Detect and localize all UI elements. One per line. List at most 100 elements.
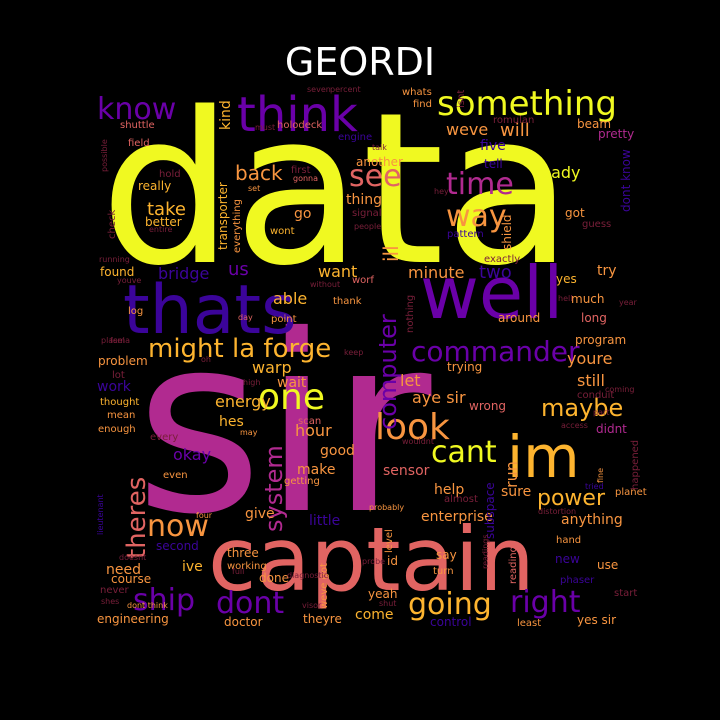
cloud-word: probe	[362, 557, 385, 566]
cloud-word: oh	[201, 355, 211, 364]
cloud-word: data	[100, 67, 573, 312]
cloud-word: got	[565, 206, 585, 220]
cloud-word: little	[309, 513, 340, 529]
cloud-word: time	[446, 167, 514, 202]
cloud-word: wont	[270, 226, 295, 237]
cloud-word: yes	[556, 272, 577, 286]
cloud-word: theyre	[303, 612, 342, 626]
cloud-word: thought	[100, 397, 139, 408]
cloud-word: exactly	[484, 254, 520, 265]
cloud-word: scan	[298, 416, 321, 427]
cloud-word: youve	[117, 276, 141, 285]
cloud-word: hour	[295, 421, 332, 440]
cloud-word: might la forge	[148, 334, 331, 364]
cloud-word: turn	[433, 566, 454, 577]
cloud-word: use	[597, 558, 618, 572]
cloud-word: energy	[215, 392, 271, 411]
cloud-word: enough	[98, 424, 136, 435]
cloud-word: better	[145, 215, 182, 229]
cloud-word: run	[502, 461, 521, 488]
cloud-word: us	[228, 259, 249, 280]
cloud-word: almost	[444, 494, 478, 505]
cloud-word: two	[479, 262, 512, 283]
cloud-word: tried	[585, 482, 604, 491]
cloud-word: new	[555, 552, 580, 566]
cloud-word: keep	[344, 348, 363, 357]
cloud-word: dont know	[619, 149, 633, 212]
cloud-word: visor	[302, 601, 322, 610]
cloud-word: system	[260, 445, 288, 532]
cloud-word: go	[294, 206, 311, 222]
cloud-word: ship	[133, 583, 195, 618]
cloud-word: conduit	[577, 390, 614, 401]
cloud-word: possible	[100, 139, 109, 172]
cloud-word: pattern	[447, 229, 484, 240]
cloud-word: ill	[379, 245, 403, 262]
cloud-word: ive	[182, 559, 203, 575]
cloud-word: check	[107, 210, 118, 239]
cloud-word: planet	[615, 487, 647, 498]
cloud-word: course	[111, 572, 151, 586]
cloud-word: readings	[481, 534, 490, 569]
cloud-word: part	[593, 408, 609, 417]
cloud-word: every	[150, 432, 178, 443]
cloud-word: commander	[411, 335, 580, 368]
cloud-word: okay	[173, 445, 211, 464]
cloud-word: another	[356, 155, 403, 169]
cloud-word: wrong	[469, 399, 506, 413]
cloud-word: minute	[408, 263, 464, 282]
cloud-word: wouldnt	[402, 437, 434, 446]
cloud-word: log	[128, 306, 143, 317]
cloud-word: thats	[123, 271, 297, 350]
cloud-word: worf	[352, 275, 374, 286]
cloud-word: signal	[352, 208, 382, 219]
cloud-word: think	[237, 87, 358, 143]
cloud-word: much	[571, 292, 605, 306]
cloud-word: happened	[630, 440, 641, 490]
cloud-word: whats	[402, 87, 432, 98]
cloud-word: see	[349, 159, 402, 194]
cloud-word: bridge	[158, 264, 209, 283]
cloud-word: shuttle	[120, 120, 155, 131]
cloud-word: weve got	[319, 563, 330, 609]
cloud-word: diagnostic	[287, 571, 328, 580]
cloud-word: mean	[107, 410, 135, 421]
cloud-word: anything	[561, 512, 623, 528]
cloud-word: hold	[159, 169, 181, 180]
cloud-word: now	[147, 509, 209, 544]
cloud-word: seven	[307, 85, 331, 94]
cloud-word: high	[243, 378, 260, 387]
cloud-word: give	[245, 506, 275, 522]
cloud-word: weve	[446, 120, 488, 139]
cloud-word: must	[255, 123, 275, 132]
cloud-word: still	[577, 371, 605, 390]
cloud-word: may	[240, 428, 258, 437]
cloud-word: nothing	[405, 295, 416, 333]
cloud-word: warp	[252, 358, 292, 377]
cloud-word: talk	[372, 143, 387, 152]
cloud-word: want	[318, 262, 357, 281]
cloud-word: able	[273, 289, 307, 308]
cloud-word: plasma	[101, 336, 130, 345]
cloud-word: access	[561, 421, 588, 430]
cloud-word: transporter	[216, 182, 230, 250]
cloud-word: feel	[110, 336, 125, 345]
cloud-word: point	[271, 314, 297, 325]
cloud-word: way	[446, 199, 507, 234]
cloud-word: holodeck	[277, 120, 322, 131]
cloud-word: sir	[135, 283, 432, 568]
cloud-word: try	[597, 263, 617, 279]
cloud-word: engine	[338, 132, 372, 143]
cloud-word: done	[259, 571, 289, 585]
title: GEORDI	[284, 40, 436, 84]
cloud-word: dont think	[127, 601, 168, 610]
cloud-word: work	[97, 379, 132, 395]
cloud-word: something	[437, 84, 617, 124]
cloud-word: youre	[567, 349, 612, 368]
cloud-word: aye sir	[412, 388, 466, 407]
cloud-word: getting	[284, 476, 320, 487]
cloud-word: field	[128, 138, 150, 149]
cloud-word: yeah	[368, 587, 397, 601]
cloud-word: probably	[369, 503, 404, 512]
cloud-word: yes sir	[577, 613, 616, 627]
